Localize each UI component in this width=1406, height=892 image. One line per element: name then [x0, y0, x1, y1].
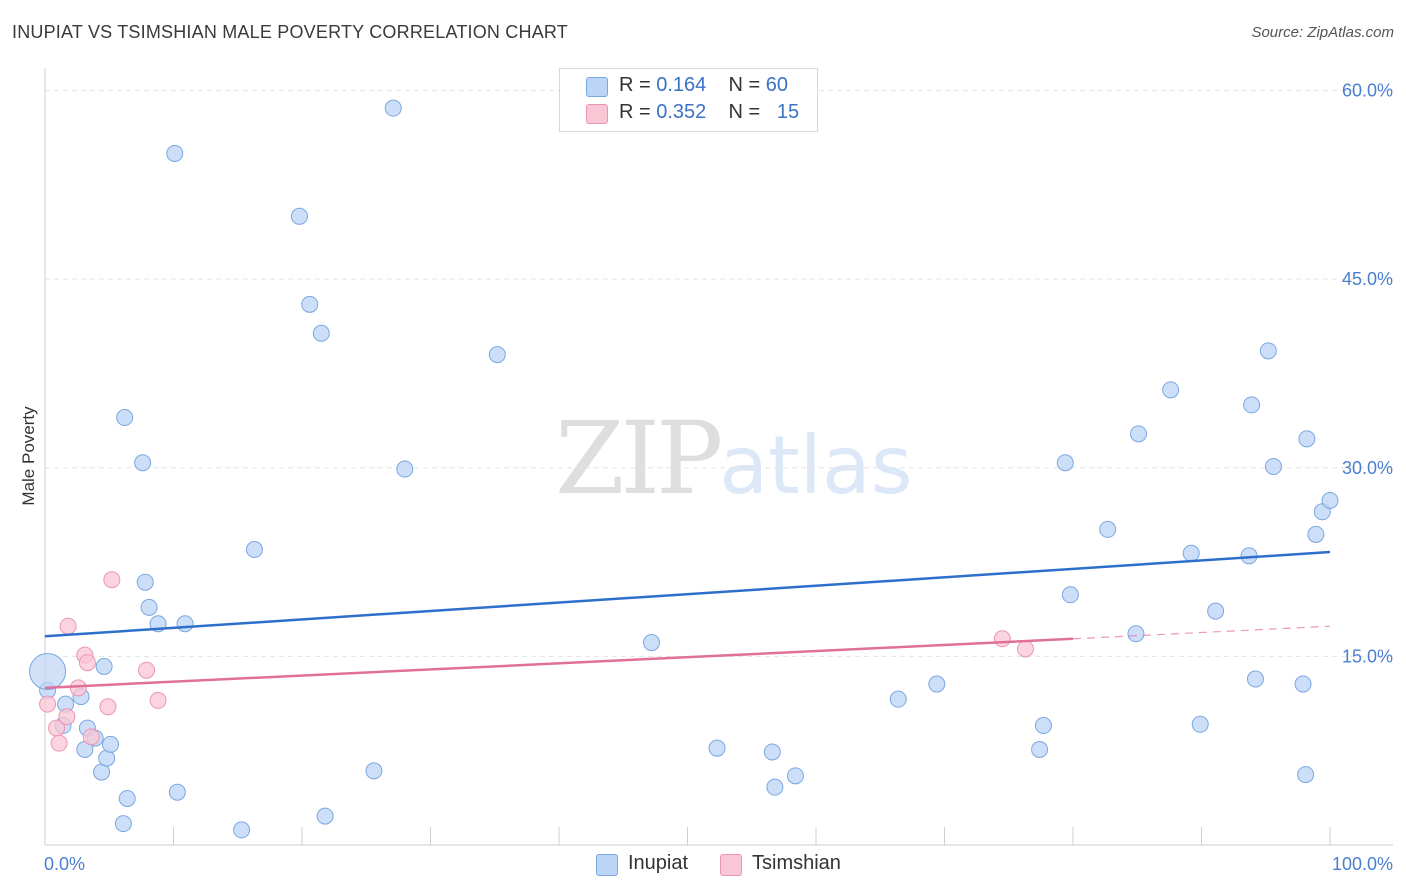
inupiat-point [1099, 520, 1117, 538]
inupiat-point [396, 460, 414, 478]
inupiat-point [365, 762, 383, 780]
legend-r-value: 0.352 [656, 101, 707, 123]
chart-title: INUPIAT VS TSIMSHIAN MALE POVERTY CORREL… [12, 22, 568, 42]
tsimshian-point [58, 708, 76, 726]
watermark-atlas: atlas [719, 419, 913, 512]
tsimshian-swatch [586, 104, 608, 124]
tsimshian-point [78, 654, 96, 672]
legend-text-tsimshian: R = 0.352 N = 15 [619, 101, 799, 124]
inupiat-point [384, 99, 402, 117]
inupiat-point [1034, 717, 1052, 735]
legend-r-label: R = [619, 101, 657, 123]
inupiat-point [1297, 766, 1315, 784]
inupiat-swatch [596, 854, 618, 876]
tsimshian-point [993, 630, 1011, 648]
legend-r-label: R = [619, 74, 657, 96]
inupiat-point [245, 541, 263, 559]
inupiat-point [643, 634, 661, 652]
inupiat-point [116, 408, 134, 426]
y-tick-label: 45.0% [1342, 269, 1393, 289]
y-tick-label: 60.0% [1342, 81, 1393, 101]
inupiat-point [1182, 544, 1200, 562]
inupiat-point [928, 675, 946, 693]
inupiat-point [1243, 396, 1261, 414]
inupiat-point [1127, 625, 1145, 643]
inupiat-point [301, 295, 319, 313]
inupiat-swatch [586, 77, 608, 97]
inupiat-point [118, 789, 136, 807]
inupiat-point [1061, 586, 1079, 604]
inupiat-point [786, 767, 804, 785]
inupiat-point [1207, 602, 1225, 620]
bottom-legend-label: Tsimshian [752, 852, 841, 874]
tsimshian-trend-line [44, 637, 1074, 690]
inupiat-point [233, 821, 251, 839]
legend-text-inupiat: R = 0.164 N = 60 [619, 74, 788, 97]
inupiat-trend-line [44, 550, 1331, 638]
inupiat-point [290, 207, 308, 225]
y-tick-label: 15.0% [1342, 646, 1393, 666]
inupiat-point [1294, 675, 1312, 693]
inupiat-point [140, 598, 158, 616]
tsimshian-point [69, 679, 87, 697]
tsimshian-point [138, 661, 156, 679]
tsimshian-point [103, 571, 121, 589]
x-tick-label: 0.0% [44, 854, 85, 874]
legend-n-value: 15 [776, 101, 800, 123]
tsimshian-point [39, 695, 57, 713]
watermark-zip: ZIP [555, 400, 723, 517]
inupiat-point [1264, 458, 1282, 476]
inupiat-point [136, 573, 154, 591]
tsimshian-swatch [720, 854, 742, 876]
legend-n-label: N = [728, 101, 766, 123]
inupiat-point [889, 690, 907, 708]
inupiat-point [1056, 454, 1074, 472]
legend-n-label: N = [728, 74, 766, 96]
y-tick-label: 30.0% [1342, 458, 1393, 478]
inupiat-point [1031, 740, 1049, 758]
y-axis-label: Male Poverty [19, 406, 38, 506]
inupiat-point [1321, 491, 1339, 509]
tsimshian-point [82, 728, 100, 746]
inupiat-point [316, 807, 334, 825]
inupiat-point [168, 783, 186, 801]
inupiat-point [166, 144, 184, 162]
legend-r-value: 0.164 [656, 74, 707, 96]
tsimshian-trend-extension [1072, 625, 1331, 640]
inupiat-point [312, 324, 330, 342]
watermark: ZIPatlas [555, 400, 913, 517]
inupiat-point [114, 815, 132, 833]
inupiat-point [1298, 430, 1316, 448]
inupiat-point [95, 657, 113, 675]
inupiat-point [1246, 670, 1264, 688]
x-tick-label: 100.0% [1332, 854, 1393, 874]
inupiat-point [134, 454, 152, 472]
inupiat-point [1162, 381, 1180, 399]
inupiat-point [708, 739, 726, 757]
tsimshian-point [99, 698, 117, 716]
tsimshian-point [50, 734, 68, 752]
tsimshian-point [149, 691, 167, 709]
bottom-legend-label: Inupiat [628, 852, 689, 874]
legend-n-value: 60 [765, 74, 789, 96]
inupiat-point [1259, 342, 1277, 360]
inupiat-point [488, 346, 506, 364]
tsimshian-point [59, 617, 77, 635]
inupiat-point [102, 735, 120, 753]
inupiat-point [1307, 525, 1325, 543]
source-label: Source: ZipAtlas.com [1251, 24, 1394, 41]
correlation-legend: R = 0.164 N = 60 R = 0.352 N = 15 [559, 68, 818, 132]
inupiat-point [176, 615, 194, 633]
inupiat-point [1130, 425, 1148, 443]
inupiat-point [1191, 715, 1209, 733]
inupiat-point [763, 743, 781, 761]
inupiat-point [766, 778, 784, 796]
inupiat-point [29, 652, 67, 690]
tsimshian-point [1016, 640, 1034, 658]
